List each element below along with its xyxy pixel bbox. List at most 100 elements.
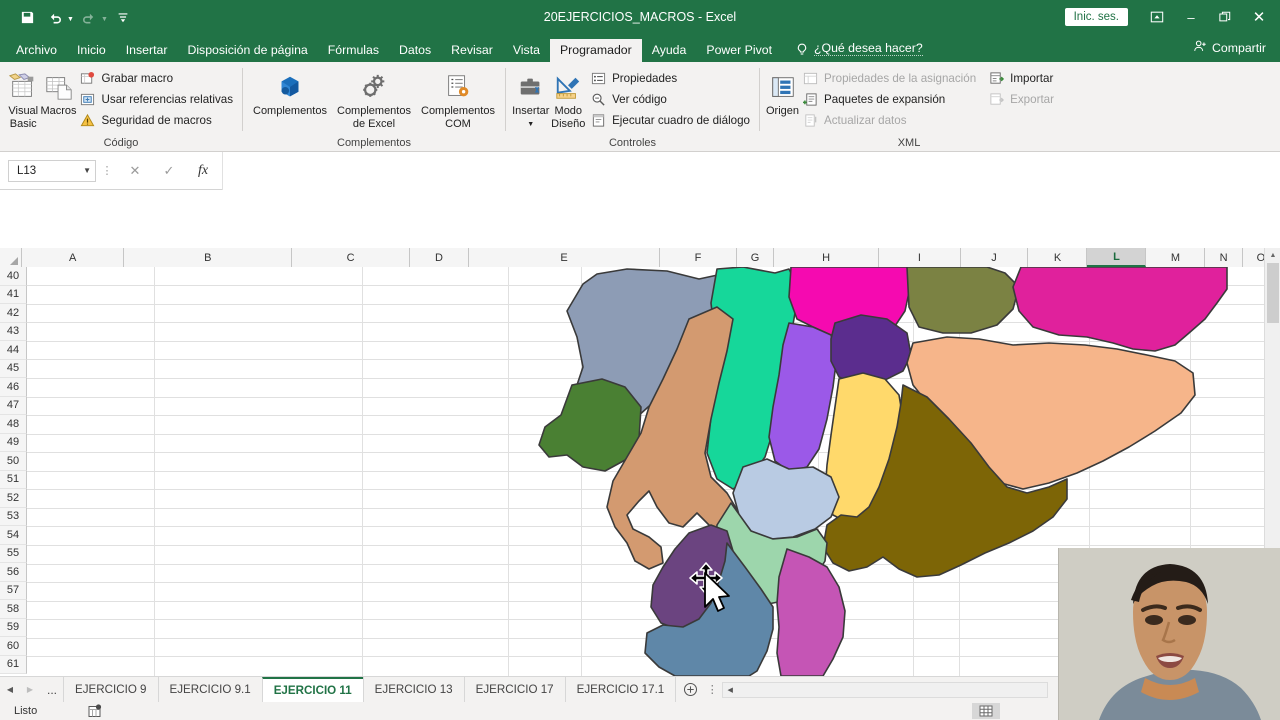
row-header-45[interactable]: 45: [0, 359, 27, 378]
column-header-B[interactable]: B: [124, 248, 293, 267]
complementos-button[interactable]: Complementos: [249, 66, 331, 118]
restore-icon[interactable]: [1208, 3, 1242, 31]
column-header-L[interactable]: L: [1087, 248, 1147, 267]
insertar-dropdown-caret[interactable]: ▼: [527, 120, 535, 128]
sheet-tab-ejercicio-17[interactable]: EJERCICIO 17: [463, 677, 566, 702]
row-header-48[interactable]: 48: [0, 415, 27, 434]
exportar-button[interactable]: Exportar: [985, 90, 1057, 108]
row-header-50[interactable]: 50: [0, 452, 27, 471]
horizontal-scrollbar[interactable]: ◀: [722, 681, 1048, 698]
tab-inicio[interactable]: Inicio: [77, 42, 106, 57]
sheet-tab-ejercicio-17-1[interactable]: EJERCICIO 17.1: [564, 677, 677, 702]
usar-referencias-relativas-button[interactable]: Usar referencias relativas: [77, 90, 236, 108]
record-macro-status-icon[interactable]: [87, 704, 103, 718]
redo-dropdown-caret[interactable]: ▼: [100, 16, 108, 23]
propiedades-de-la-asignacion-button[interactable]: Propiedades de la asignación: [799, 69, 979, 87]
vertical-scroll-thumb[interactable]: [1267, 263, 1279, 323]
insertar-control-button[interactable]: Insertar ▼: [512, 66, 550, 131]
row-header-60[interactable]: 60: [0, 637, 27, 656]
sheet-tab-ejercicio-13[interactable]: EJERCICIO 13: [362, 677, 465, 702]
customize-quick-access-icon[interactable]: [110, 5, 136, 29]
tab-insertar[interactable]: Insertar: [125, 42, 168, 57]
name-box[interactable]: L13 ▼: [8, 159, 96, 182]
row-header-46[interactable]: 46: [0, 378, 27, 397]
visual-basic-button[interactable]: Visual Basic: [6, 66, 40, 130]
column-header-A[interactable]: A: [21, 248, 125, 267]
actualizar-datos-button[interactable]: Actualizar datos: [799, 111, 979, 129]
complementos-de-excel-button[interactable]: Complementos de Excel: [333, 66, 415, 130]
seguridad-de-macros-button[interactable]: Seguridad de macros: [77, 111, 236, 129]
row-header-41[interactable]: 41: [0, 285, 27, 304]
region-verde-oscuro[interactable]: [538, 378, 642, 472]
normal-view-icon[interactable]: [972, 703, 1000, 719]
minimize-icon[interactable]: –: [1187, 9, 1195, 25]
region-rosa-fucsia[interactable]: [1012, 267, 1228, 352]
row-header-58[interactable]: 58: [0, 600, 27, 619]
cell-grid[interactable]: [27, 267, 1280, 676]
add-sheet-button[interactable]: [676, 678, 704, 702]
insert-function-icon[interactable]: fx: [197, 162, 209, 178]
row-header-52[interactable]: 52: [0, 489, 27, 508]
column-header-J[interactable]: J: [960, 248, 1029, 267]
tab-datos[interactable]: Datos: [399, 42, 432, 57]
sheet-tab-ejercicio-9-1[interactable]: EJERCICIO 9.1: [157, 677, 263, 702]
importar-button[interactable]: Importar: [985, 69, 1057, 87]
column-header-F[interactable]: F: [660, 248, 737, 267]
nav-first-icon[interactable]: ◀: [6, 685, 14, 694]
row-header-61[interactable]: 61: [0, 655, 27, 674]
column-header-C[interactable]: C: [292, 248, 411, 267]
mapa-bolivia-departamentos[interactable]: [27, 267, 1280, 676]
formula-input[interactable]: [222, 151, 1280, 190]
select-all-corner[interactable]: [0, 248, 22, 267]
row-header-54[interactable]: 54: [0, 526, 27, 545]
tab-disposicion-de-pagina[interactable]: Disposición de página: [187, 42, 308, 57]
tab-ayuda[interactable]: Ayuda: [651, 42, 687, 57]
column-header-K[interactable]: K: [1028, 248, 1088, 267]
sign-in-button[interactable]: Inic. ses.: [1064, 8, 1128, 26]
name-box-caret-icon[interactable]: ▼: [83, 166, 91, 175]
column-header-E[interactable]: E: [469, 248, 661, 267]
region-marron-oliva[interactable]: [822, 384, 1068, 578]
undo-icon[interactable]: [42, 5, 68, 29]
sheet-overflow-ellipsis[interactable]: ...: [46, 682, 57, 697]
formula-bar-grip[interactable]: ⋮: [101, 165, 113, 177]
grabar-macro-button[interactable]: Grabar macro: [77, 69, 236, 87]
row-header-51[interactable]: 51: [0, 470, 27, 489]
row-header-57[interactable]: 57: [0, 581, 27, 600]
row-header-40[interactable]: 40: [0, 267, 27, 286]
macros-button[interactable]: Macros: [40, 66, 77, 118]
ribbon-display-options-icon[interactable]: [1140, 3, 1174, 31]
nav-next-icon[interactable]: ▶: [26, 685, 34, 694]
row-header-47[interactable]: 47: [0, 396, 27, 415]
row-header-44[interactable]: 44: [0, 341, 27, 360]
tell-me-box[interactable]: ¿Qué desea hacer?: [796, 41, 923, 62]
origen-button[interactable]: Origen: [766, 66, 799, 118]
row-header-55[interactable]: 55: [0, 544, 27, 563]
tab-programador[interactable]: Programador: [549, 38, 642, 62]
row-header-43[interactable]: 43: [0, 322, 27, 341]
row-header-42[interactable]: 42: [0, 304, 27, 323]
row-header-49[interactable]: 49: [0, 433, 27, 452]
close-icon[interactable]: ✕: [1252, 9, 1266, 26]
region-orquidea[interactable]: [776, 548, 846, 676]
column-header-N[interactable]: N: [1205, 248, 1243, 267]
row-header-56[interactable]: 56: [0, 563, 27, 582]
row-header-59[interactable]: 59: [0, 618, 27, 637]
column-header-D[interactable]: D: [410, 248, 470, 267]
modo-diseno-button[interactable]: Modo Diseño: [550, 66, 588, 130]
propiedades-button[interactable]: Propiedades: [587, 69, 753, 87]
confirm-icon[interactable]: ✓: [163, 162, 175, 178]
tab-archivo[interactable]: Archivo: [16, 42, 58, 57]
region-oliva[interactable]: [906, 267, 1020, 334]
hscroll-left-arrow[interactable]: ◀: [727, 686, 733, 694]
scroll-up-arrow[interactable]: ▲: [1265, 248, 1280, 263]
ver-codigo-button[interactable]: Ver código: [587, 90, 753, 108]
redo-icon[interactable]: [76, 5, 102, 29]
sheet-tab-ejercicio-9[interactable]: EJERCICIO 9: [63, 677, 159, 702]
cancel-icon[interactable]: ✕: [129, 162, 141, 178]
column-header-H[interactable]: H: [774, 248, 880, 267]
ejecutar-cuadro-de-dialogo-button[interactable]: Ejecutar cuadro de diálogo: [587, 111, 753, 129]
region-terracota[interactable]: [606, 306, 740, 570]
tab-vista[interactable]: Vista: [512, 42, 540, 57]
undo-dropdown-caret[interactable]: ▼: [67, 16, 74, 23]
